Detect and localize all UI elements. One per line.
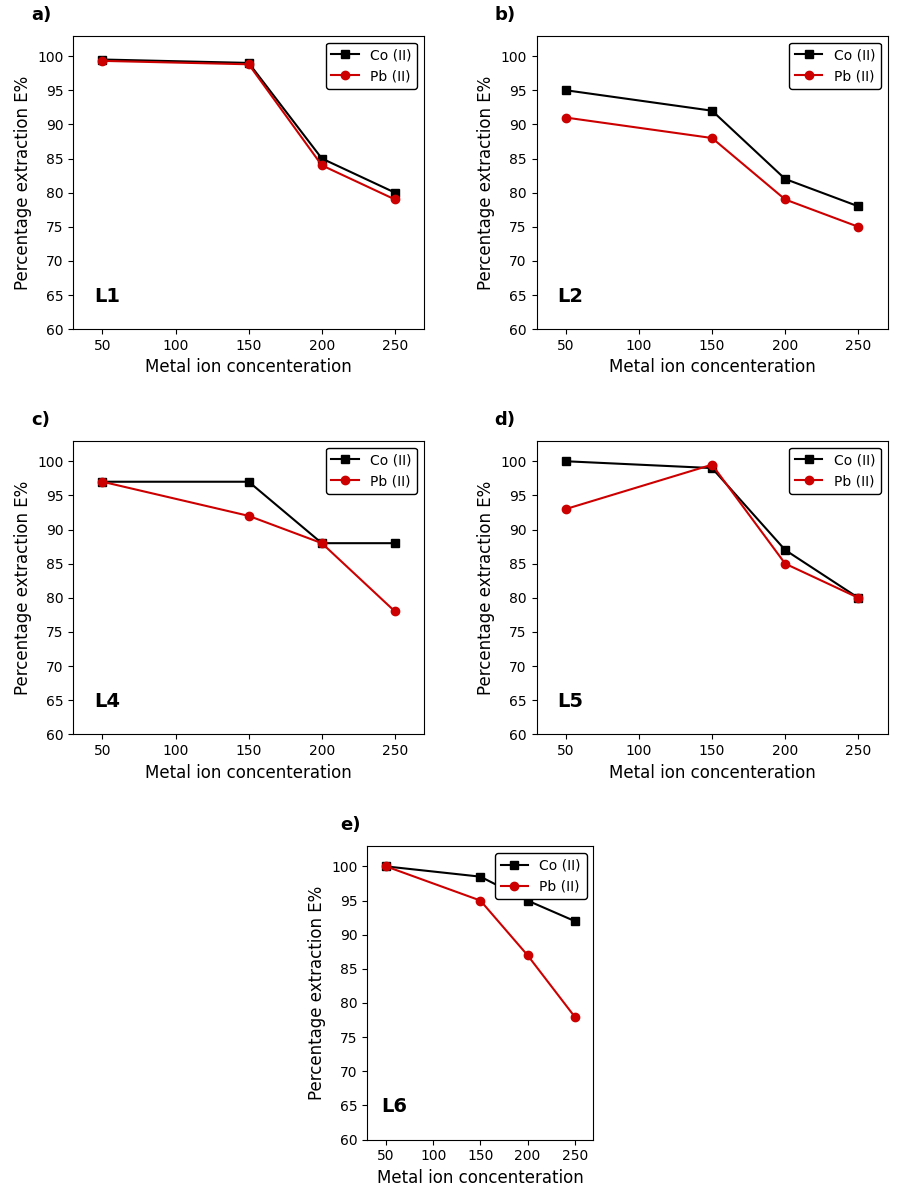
Text: L6: L6: [381, 1097, 407, 1116]
Line: Co (II): Co (II): [98, 477, 399, 547]
Co (II): [243, 475, 254, 489]
Line: Pb (II): Pb (II): [562, 461, 863, 602]
Pb (II): [853, 591, 864, 605]
Pb (II): [317, 537, 328, 551]
Co (II): [780, 172, 791, 186]
Co (II): [522, 894, 533, 908]
Line: Co (II): Co (II): [382, 862, 579, 925]
Y-axis label: Percentage extraction E%: Percentage extraction E%: [307, 886, 326, 1100]
Co (II): [853, 591, 864, 605]
Co (II): [390, 185, 401, 199]
Co (II): [560, 83, 571, 97]
X-axis label: Metal ion concenteration: Metal ion concenteration: [608, 763, 815, 781]
Text: e): e): [340, 817, 361, 834]
Y-axis label: Percentage extraction E%: Percentage extraction E%: [477, 75, 495, 290]
Text: L1: L1: [94, 287, 120, 306]
Y-axis label: Percentage extraction E%: Percentage extraction E%: [477, 481, 495, 694]
Co (II): [381, 859, 392, 874]
X-axis label: Metal ion concenteration: Metal ion concenteration: [145, 763, 352, 781]
Legend: Co (II), Pb (II): Co (II), Pb (II): [326, 43, 417, 89]
X-axis label: Metal ion concenteration: Metal ion concenteration: [608, 358, 815, 376]
Text: a): a): [31, 6, 51, 24]
Co (II): [317, 152, 328, 166]
Legend: Co (II), Pb (II): Co (II), Pb (II): [326, 447, 417, 494]
Y-axis label: Percentage extraction E%: Percentage extraction E%: [14, 75, 31, 290]
Line: Pb (II): Pb (II): [382, 862, 579, 1021]
Legend: Co (II), Pb (II): Co (II), Pb (II): [495, 853, 587, 899]
Co (II): [97, 52, 108, 66]
Text: L4: L4: [94, 692, 120, 711]
Pb (II): [706, 131, 717, 145]
Text: L2: L2: [557, 287, 584, 306]
Line: Co (II): Co (II): [562, 87, 863, 210]
Line: Pb (II): Pb (II): [98, 477, 399, 616]
Co (II): [390, 537, 401, 551]
Pb (II): [381, 859, 392, 874]
Pb (II): [560, 502, 571, 516]
Co (II): [853, 199, 864, 214]
Pb (II): [569, 1009, 580, 1023]
Pb (II): [780, 557, 791, 571]
Y-axis label: Percentage extraction E%: Percentage extraction E%: [14, 481, 31, 694]
Text: c): c): [31, 411, 50, 429]
Text: d): d): [494, 411, 515, 429]
Co (II): [780, 542, 791, 557]
Co (II): [243, 56, 254, 70]
Legend: Co (II), Pb (II): Co (II), Pb (II): [789, 43, 880, 89]
Line: Pb (II): Pb (II): [562, 114, 863, 231]
Co (II): [706, 103, 717, 118]
Pb (II): [706, 457, 717, 471]
Pb (II): [560, 110, 571, 125]
Line: Co (II): Co (II): [562, 457, 863, 602]
Pb (II): [475, 894, 486, 908]
Text: L5: L5: [557, 692, 584, 711]
Co (II): [706, 461, 717, 475]
Co (II): [475, 870, 486, 884]
Text: b): b): [494, 6, 515, 24]
Line: Co (II): Co (II): [98, 56, 399, 197]
Pb (II): [780, 192, 791, 207]
Pb (II): [390, 192, 401, 207]
Line: Pb (II): Pb (II): [98, 57, 399, 204]
Pb (II): [317, 158, 328, 172]
X-axis label: Metal ion concenteration: Metal ion concenteration: [145, 358, 352, 376]
Co (II): [97, 475, 108, 489]
X-axis label: Metal ion concenteration: Metal ion concenteration: [377, 1169, 584, 1187]
Co (II): [560, 455, 571, 469]
Co (II): [317, 537, 328, 551]
Pb (II): [853, 220, 864, 234]
Pb (II): [97, 53, 108, 68]
Pb (II): [390, 604, 401, 618]
Pb (II): [243, 57, 254, 71]
Pb (II): [522, 948, 533, 963]
Pb (II): [97, 475, 108, 489]
Pb (II): [243, 509, 254, 523]
Co (II): [569, 914, 580, 928]
Legend: Co (II), Pb (II): Co (II), Pb (II): [789, 447, 880, 494]
